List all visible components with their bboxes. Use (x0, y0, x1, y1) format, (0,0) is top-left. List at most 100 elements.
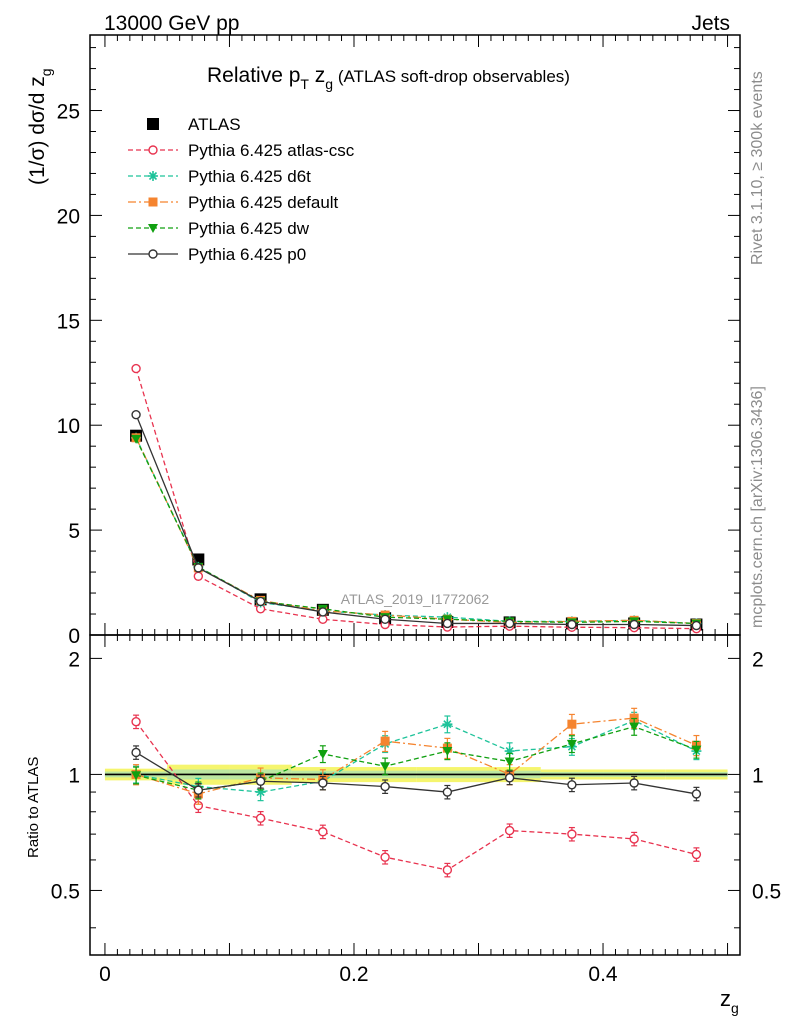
ratio-point-0 (255, 813, 266, 823)
process-label: Jets (691, 12, 730, 35)
ratio-point-3 (442, 747, 453, 757)
ratio-point-3 (566, 739, 577, 749)
ratio-point-3 (380, 762, 391, 772)
legend-marker-3 (148, 197, 158, 207)
ratio-point-4 (131, 747, 141, 758)
main-series-line-1 (135, 368, 697, 630)
ratio-point-0 (691, 849, 702, 860)
ratio-panel: Ratio to ATLAS 0.5 0.5 1 1 2 2 0 0.2 0.4 zg (25, 634, 781, 1016)
ratio-point-0 (567, 829, 577, 839)
main-point-5 (380, 614, 390, 624)
main-point-5 (629, 619, 639, 630)
ratio-point-4 (442, 787, 453, 797)
legend-label-1: Pythia 6.425 atlas-csc (188, 141, 355, 160)
ratio-point-2 (567, 719, 577, 729)
ratio-point-0 (504, 825, 515, 836)
ratio-point-4 (629, 778, 639, 788)
legend-label-2: Pythia 6.425 d6t (188, 167, 311, 186)
ratio-point-1 (504, 746, 515, 757)
ratio-point-2 (380, 736, 390, 746)
ratio-y-tick-label: 1 (68, 764, 80, 787)
ratio-series-group (131, 707, 702, 878)
legend-label-0: ATLAS (188, 115, 241, 134)
x-tick-labels: 0 0.2 0.4 (99, 963, 618, 986)
ratio-y-tick-label-right: 0.5 (752, 880, 781, 903)
chart-title: Relative pT zg (ATLAS soft-drop observab… (207, 64, 570, 92)
ratio-y-tick-label: 0.5 (51, 880, 80, 903)
ratio-point-4 (318, 778, 328, 788)
legend-marker-5 (148, 249, 158, 259)
legend-marker-4 (148, 224, 158, 233)
legend-marker-1 (148, 145, 158, 155)
x-tick-label: 0 (99, 963, 111, 986)
ratio-y-tick-label-right: 2 (752, 648, 764, 671)
ratio-point-3 (691, 745, 702, 755)
ratio-point-3 (504, 757, 515, 767)
main-point-5 (442, 618, 453, 629)
main-point-5 (131, 410, 141, 420)
ratio-point-0 (131, 717, 141, 727)
ratio-point-0 (442, 865, 453, 875)
ratio-point-1 (442, 719, 453, 730)
main-y-axis-label: (1/σ) dσ/d zg (26, 68, 54, 185)
main-point-4 (131, 434, 142, 444)
energy-label: 13000 GeV pp (104, 12, 239, 35)
main-series-group (130, 363, 703, 634)
ratio-point-4 (567, 780, 577, 790)
x-tick-label: 0.2 (339, 963, 368, 986)
main-series-line-5 (135, 414, 697, 627)
ratio-point-0 (318, 827, 328, 837)
main-y-tick-label: 5 (68, 520, 80, 543)
ratio-series-line-4 (135, 751, 697, 795)
main-axis-ticks (90, 35, 740, 636)
ratio-point-0 (629, 834, 639, 844)
ratio-point-4 (193, 785, 204, 795)
main-point-1 (131, 363, 141, 374)
x-axis-label: zg (720, 986, 739, 1016)
x-tick-label: 0.4 (588, 963, 618, 986)
main-panel: 0 5 10 15 20 25 Relative pT zg (ATLAS soft-dr… (26, 34, 741, 648)
ratio-axis-ticks (90, 635, 740, 955)
main-point-5 (193, 563, 204, 573)
rivet-version-label: Rivet 3.1.10, ≥ 300k events (749, 71, 766, 265)
legend-marker-0 (147, 118, 159, 130)
legend-marker-2 (148, 171, 158, 181)
ratio-y-tick-label-right: 1 (752, 764, 764, 787)
main-y-tick-label: 25 (57, 101, 80, 124)
legend-label-3: Pythia 6.425 default (188, 193, 339, 212)
main-y-tick-label: 0 (68, 625, 80, 648)
ratio-y-axis-label: Ratio to ATLAS (25, 757, 42, 858)
main-point-1 (193, 571, 204, 581)
legend: ATLAS Pythia 6.425 atlas-csc Pythia 6.425 … (128, 115, 355, 264)
main-point-5 (504, 618, 515, 629)
mcplots-source-label: mcplots.cern.ch [arXiv:1306.3436] (749, 386, 766, 628)
main-point-5 (567, 619, 577, 630)
ratio-point-0 (380, 852, 390, 862)
ratio-point-3 (131, 771, 142, 781)
ratio-series-line-3 (135, 726, 697, 791)
main-y-tick-label: 10 (57, 415, 80, 438)
ratio-series-line-0 (135, 721, 697, 871)
ratio-series-line-1 (135, 719, 697, 793)
legend-label-5: Pythia 6.425 p0 (188, 245, 306, 264)
legend-label-4: Pythia 6.425 dw (188, 219, 310, 238)
ratio-y-tick-labels: 0.5 0.5 1 1 2 2 (51, 648, 781, 903)
ratio-point-4 (255, 776, 266, 786)
main-y-tick-label: 15 (57, 310, 80, 333)
main-point-5 (318, 607, 328, 617)
main-point-5 (691, 620, 702, 631)
ratio-point-3 (629, 722, 640, 732)
main-point-0 (192, 553, 205, 566)
ratio-point-3 (317, 749, 328, 759)
ratio-point-4 (691, 789, 702, 799)
ratio-y-tick-label: 2 (68, 648, 80, 671)
ratio-plot-frame (89, 634, 741, 956)
ratio-point-4 (504, 773, 515, 783)
main-y-tick-label: 20 (57, 205, 80, 228)
analysis-watermark: ATLAS_2019_I1772062 (341, 591, 490, 607)
main-y-tick-labels: 0 5 10 15 20 25 (57, 101, 80, 648)
ratio-point-1 (255, 787, 266, 798)
main-point-5 (255, 596, 266, 607)
ratio-point-4 (380, 781, 390, 792)
